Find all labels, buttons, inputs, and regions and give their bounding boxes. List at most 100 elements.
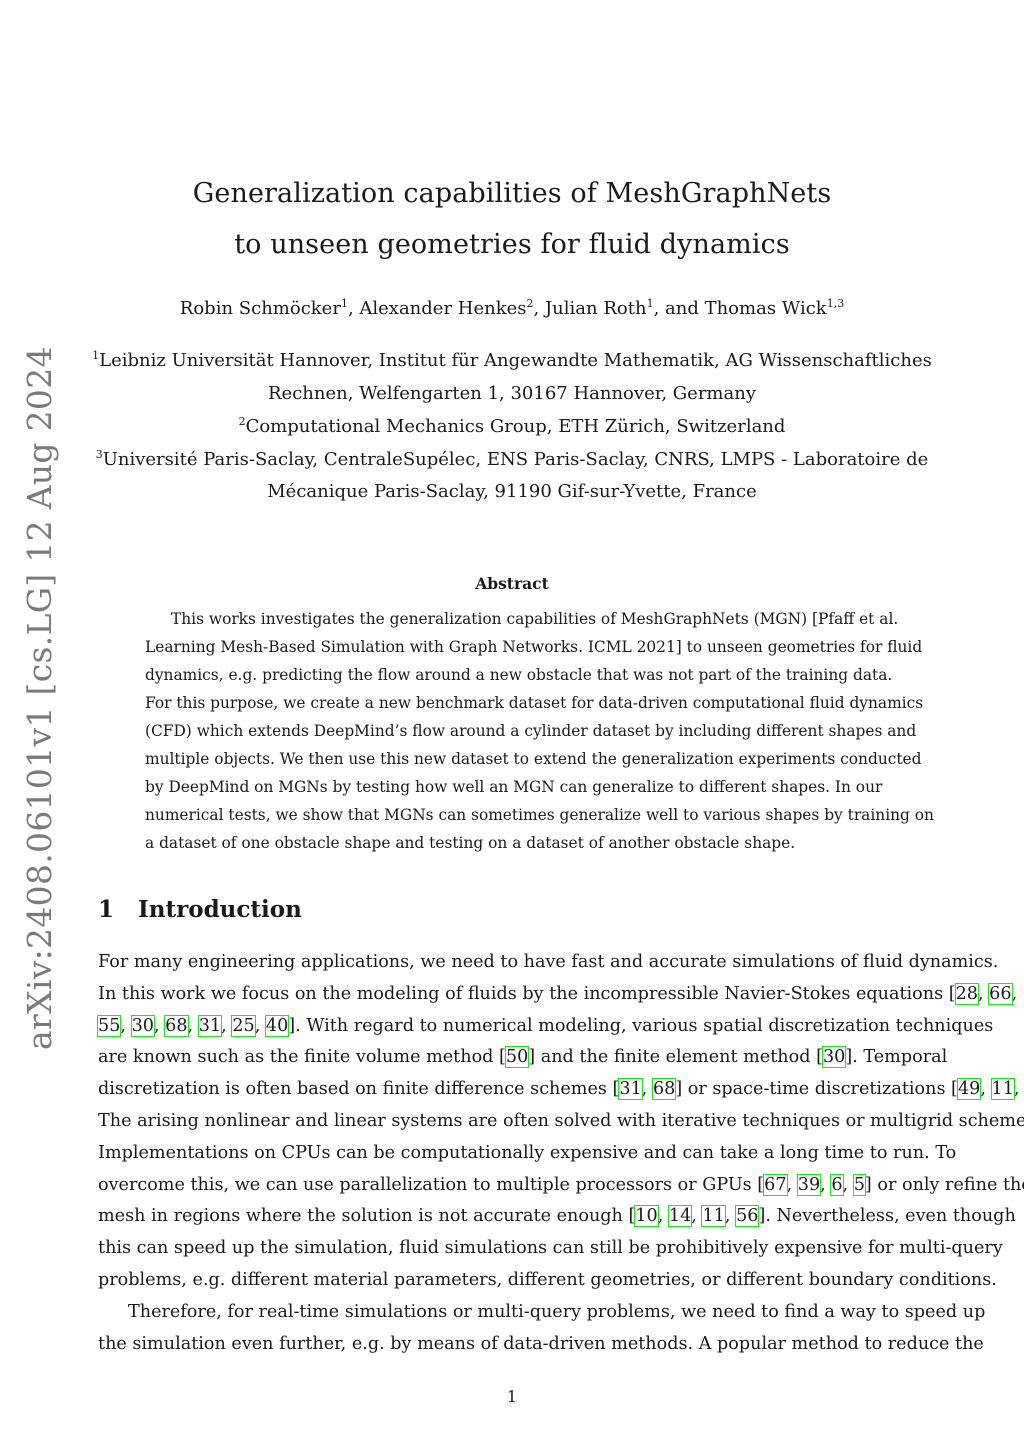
text-segment: , bbox=[657, 1206, 669, 1227]
text-segment: , bbox=[187, 1015, 199, 1036]
text-segment: the simulation even further, e.g. by mea… bbox=[98, 1333, 984, 1354]
text-segment: ]. With regard to numerical modeling, va… bbox=[288, 1015, 994, 1036]
page-number: 1 bbox=[506, 1387, 518, 1406]
abstract-line: multiple objects. We then use this new d… bbox=[145, 750, 922, 768]
intro-line: 55, 30, 68, 31, 25, 40]. With regard to … bbox=[96, 1014, 993, 1038]
affiliation-text: Leibniz Universität Hannover, Institut f… bbox=[99, 350, 932, 371]
arxiv-stamp: arXiv:2408.06101v1 [cs.LG] 12 Aug 2024 bbox=[20, 346, 59, 1050]
text-segment: , bbox=[1013, 1079, 1024, 1100]
citation-link[interactable]: 6 bbox=[830, 1173, 844, 1196]
text-segment: The arising nonlinear and linear systems… bbox=[98, 1111, 1024, 1131]
citation-link[interactable]: 66 bbox=[988, 982, 1013, 1005]
affiliation-line: Mécanique Paris-Saclay, 91190 Gif-sur-Yv… bbox=[0, 481, 1024, 502]
affiliation-line: 1Leibniz Universität Hannover, Institut … bbox=[0, 350, 1024, 371]
intro-line: Therefore, for real-time simulations or … bbox=[98, 1302, 985, 1324]
citation-link[interactable]: 68 bbox=[651, 1078, 677, 1101]
affiliation-line: 3Université Paris-Saclay, CentraleSupéle… bbox=[0, 449, 1024, 470]
text-segment: , bbox=[842, 1174, 854, 1195]
citation-link[interactable]: 67 bbox=[763, 1173, 788, 1196]
text-segment: , bbox=[153, 1015, 166, 1036]
paper-title-line-2: to unseen geometries for fluid dynamics bbox=[234, 229, 790, 260]
author-affiliation-mark: 1,3 bbox=[826, 297, 845, 310]
abstract-line: For this purpose, we create a new benchm… bbox=[145, 694, 924, 712]
paper-title-line-1: Generalization capabilities of MeshGraph… bbox=[192, 178, 832, 209]
affiliation-mark: 3 bbox=[95, 448, 103, 461]
intro-line: In this work we focus on the modeling of… bbox=[98, 982, 1017, 1006]
intro-line: problems, e.g. different material parame… bbox=[98, 1270, 997, 1292]
affiliation-mark: 1 bbox=[92, 349, 100, 362]
citation-link[interactable]: 40 bbox=[264, 1014, 290, 1037]
citation-link[interactable]: 28 bbox=[954, 982, 979, 1005]
text-segment: ]. Temporal bbox=[845, 1047, 948, 1068]
citation-link[interactable]: 10 bbox=[634, 1205, 659, 1228]
author-name: Robin Schmöcker bbox=[179, 298, 341, 319]
citation-link[interactable]: 49 bbox=[956, 1078, 982, 1101]
citation-link[interactable]: 31 bbox=[197, 1014, 223, 1037]
citation-link[interactable]: 39 bbox=[796, 1173, 822, 1196]
text-segment: In this work we focus on the modeling of… bbox=[98, 983, 956, 1004]
affiliation-text: Université Paris-Saclay, CentraleSupélec… bbox=[102, 449, 929, 470]
intro-line: discretization is often based on finite … bbox=[98, 1078, 1020, 1101]
abstract-heading: Abstract bbox=[475, 574, 549, 593]
text-segment: , bbox=[1011, 983, 1018, 1004]
citation-link[interactable]: 55 bbox=[96, 1014, 122, 1037]
text-segment: , bbox=[724, 1206, 737, 1227]
text-segment: ]. Nevertheless, even though bbox=[758, 1206, 1016, 1227]
citation-link[interactable]: 56 bbox=[735, 1205, 760, 1228]
citation-link[interactable]: 11 bbox=[701, 1205, 726, 1228]
intro-line: Implementations on CPUs can be computati… bbox=[98, 1143, 956, 1165]
text-segment: discretization is often based on finite … bbox=[98, 1079, 620, 1100]
citation-link[interactable]: 30 bbox=[821, 1046, 847, 1069]
citation-link[interactable]: 14 bbox=[667, 1205, 693, 1228]
author-separator: , and bbox=[653, 298, 705, 319]
abstract-line: numerical tests, we show that MGNs can s… bbox=[145, 806, 934, 824]
text-segment: For many engineering applications, we ne… bbox=[98, 952, 999, 972]
text-segment: , bbox=[254, 1015, 266, 1036]
affiliation-text: Computational Mechanics Group, ETH Züric… bbox=[245, 416, 786, 437]
section-number: 1 bbox=[98, 896, 115, 923]
text-segment: , bbox=[820, 1174, 832, 1195]
text-segment: , bbox=[691, 1206, 703, 1227]
citation-link[interactable]: 68 bbox=[164, 1014, 189, 1037]
text-segment: are known such as the finite volume meth… bbox=[98, 1047, 506, 1068]
author-separator: , bbox=[347, 298, 360, 319]
text-segment: , bbox=[641, 1079, 653, 1100]
citation-link[interactable]: 11 bbox=[990, 1078, 1015, 1101]
citation-link[interactable]: 30 bbox=[130, 1014, 155, 1037]
intro-line: The arising nonlinear and linear systems… bbox=[98, 1111, 1024, 1133]
citation-link[interactable]: 5 bbox=[852, 1173, 866, 1196]
author-list: Robin Schmöcker1, Alexander Henkes2, Jul… bbox=[0, 298, 1024, 319]
affiliation-mark: 2 bbox=[238, 415, 246, 428]
citation-link[interactable]: 50 bbox=[504, 1046, 530, 1069]
intro-line: the simulation even further, e.g. by mea… bbox=[98, 1334, 984, 1356]
affiliation-text: Rechnen, Welfengarten 1, 30167 Hannover,… bbox=[268, 383, 756, 404]
text-segment: Therefore, for real-time simulations or … bbox=[128, 1301, 986, 1322]
text-segment: problems, e.g. different material parame… bbox=[98, 1270, 997, 1290]
abstract-line: dynamics, e.g. predicting the flow aroun… bbox=[145, 666, 893, 684]
text-segment: , bbox=[221, 1015, 233, 1036]
text-segment: mesh in regions where the solution is no… bbox=[98, 1206, 636, 1227]
section-heading: 1 Introduction bbox=[98, 896, 302, 923]
text-segment: , bbox=[977, 983, 990, 1004]
abstract-line: a dataset of one obstacle shape and test… bbox=[145, 834, 796, 852]
intro-line: For many engineering applications, we ne… bbox=[98, 952, 998, 974]
citation-link[interactable]: 31 bbox=[618, 1078, 643, 1101]
abstract-line: by DeepMind on MGNs by testing how well … bbox=[145, 778, 883, 796]
text-segment: ] or only refine the bbox=[864, 1174, 1024, 1195]
author-affiliation-mark: 2 bbox=[526, 297, 534, 310]
abstract-line: (CFD) which extends DeepMind’s flow arou… bbox=[145, 722, 917, 740]
text-segment: , bbox=[786, 1174, 798, 1195]
abstract-line: Learning Mesh-Based Simulation with Grap… bbox=[145, 638, 923, 656]
intro-line: overcome this, we can use parallelizatio… bbox=[98, 1173, 1024, 1197]
author-separator: , bbox=[533, 298, 545, 319]
author-name: Julian Roth bbox=[544, 298, 647, 319]
text-segment: this can speed up the simulation, fluid … bbox=[98, 1238, 1003, 1259]
text-segment: ] and the finite element method [ bbox=[528, 1047, 823, 1068]
author-affiliation-mark: 1 bbox=[340, 297, 348, 310]
affiliation-line: 2Computational Mechanics Group, ETH Züri… bbox=[0, 416, 1024, 437]
section-title: Introduction bbox=[138, 896, 302, 923]
affiliation-text: Mécanique Paris-Saclay, 91190 Gif-sur-Yv… bbox=[267, 481, 757, 502]
author-name: Alexander Henkes bbox=[359, 298, 527, 319]
text-segment: overcome this, we can use parallelizatio… bbox=[98, 1174, 765, 1195]
citation-link[interactable]: 25 bbox=[231, 1014, 256, 1037]
